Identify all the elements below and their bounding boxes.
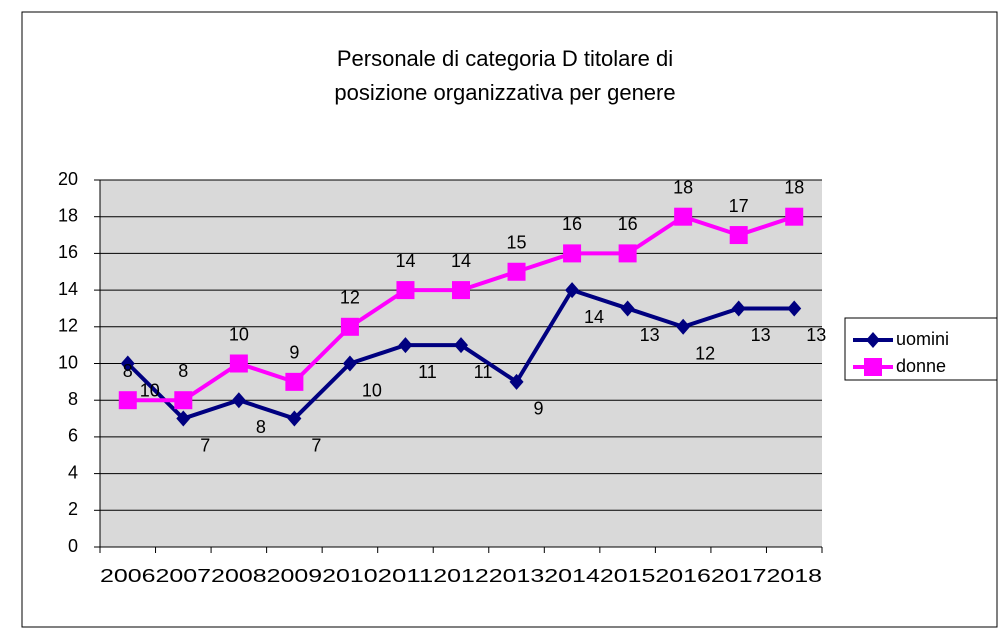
marker (729, 226, 748, 245)
data-label: 12 (340, 288, 360, 308)
x-tick-label: 2017 (711, 566, 767, 586)
data-label: 10 (362, 380, 382, 400)
data-label: 7 (200, 435, 210, 455)
x-tick-label: 2016 (655, 566, 711, 586)
data-label: 13 (806, 325, 826, 345)
y-tick-label: 4 (68, 462, 78, 482)
legend-label: donne (896, 356, 946, 376)
legend-marker (864, 358, 882, 376)
data-label: 11 (418, 362, 437, 382)
marker (118, 391, 137, 410)
y-tick-label: 14 (58, 279, 78, 299)
y-tick-label: 18 (58, 205, 78, 225)
data-label: 14 (451, 251, 471, 271)
x-tick-label: 2012 (433, 566, 489, 586)
marker (342, 355, 357, 372)
y-tick-label: 8 (68, 389, 78, 409)
marker (618, 244, 637, 263)
marker (120, 355, 135, 372)
x-tick-label: 2010 (322, 566, 378, 586)
y-tick-label: 12 (58, 316, 78, 336)
marker (287, 410, 302, 427)
marker (174, 391, 193, 410)
y-tick-label: 20 (58, 169, 78, 189)
marker (507, 262, 526, 281)
marker (731, 300, 746, 317)
title-line: Personale di categoria D titolare di (337, 46, 673, 71)
x-tick-label: 2008 (211, 566, 267, 586)
data-label: 15 (507, 233, 527, 253)
data-label: 8 (123, 361, 133, 381)
data-label: 10 (229, 324, 249, 344)
x-tick-label: 2015 (600, 566, 656, 586)
x-tick-label: 2018 (766, 566, 822, 586)
data-label: 14 (584, 307, 604, 327)
marker (674, 207, 693, 226)
title-line: posizione organizzativa per genere (334, 80, 675, 105)
marker (676, 318, 691, 335)
x-tick-label: 2014 (544, 566, 600, 586)
data-label: 18 (784, 177, 804, 197)
marker (620, 300, 635, 317)
y-tick-label: 2 (68, 499, 78, 519)
data-label: 10 (140, 380, 160, 400)
marker (565, 282, 580, 299)
data-label: 11 (474, 362, 493, 382)
legend-label: uomini (896, 329, 949, 349)
data-label: 14 (395, 251, 415, 271)
data-label: 13 (751, 325, 771, 345)
data-label: 16 (562, 214, 582, 234)
marker (231, 392, 246, 409)
marker (563, 244, 582, 263)
marker (452, 281, 470, 300)
x-tick-label: 2009 (267, 566, 323, 586)
data-label: 9 (289, 343, 299, 363)
x-tick-label: 2006 (100, 566, 156, 586)
marker (340, 317, 359, 336)
data-label: 18 (673, 177, 693, 197)
x-tick-label: 2007 (156, 566, 212, 586)
marker (285, 372, 304, 391)
y-tick-label: 0 (68, 536, 78, 556)
marker (785, 207, 804, 226)
marker (787, 300, 802, 317)
data-label: 17 (729, 196, 749, 216)
marker (396, 281, 415, 300)
data-label: 8 (256, 417, 266, 437)
legend-marker (866, 332, 880, 348)
x-tick-label: 2013 (489, 566, 545, 586)
chart-title: Personale di categoria D titolare di posi… (334, 46, 675, 105)
marker (509, 373, 524, 390)
data-label: 13 (640, 325, 660, 345)
data-label: 16 (618, 214, 638, 234)
marker (176, 410, 191, 427)
y-tick-label: 10 (58, 352, 78, 372)
marker (398, 337, 413, 354)
marker (229, 354, 248, 373)
marker (454, 337, 468, 354)
y-tick-label: 16 (58, 242, 78, 262)
x-tick-label: 2011 (378, 566, 434, 586)
y-tick-label: 6 (68, 426, 78, 446)
data-label: 8 (178, 361, 188, 381)
data-label: 9 (534, 399, 544, 419)
data-label: 7 (311, 435, 321, 455)
data-label: 12 (695, 344, 715, 364)
